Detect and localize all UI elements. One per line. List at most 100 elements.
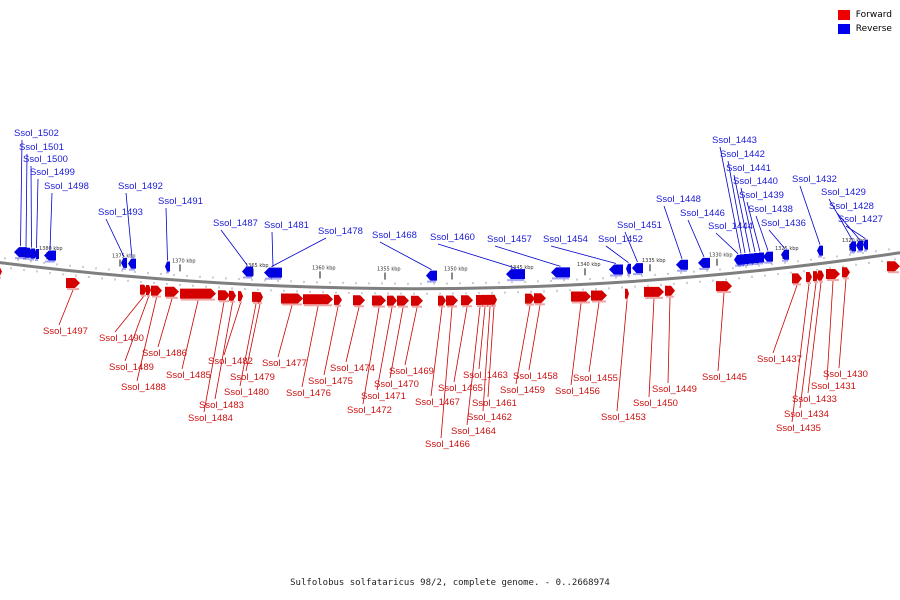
forward-gene-label: Ssol_1458	[513, 371, 558, 382]
reverse-leader-line	[746, 201, 761, 252]
gene-shadow	[717, 291, 731, 294]
forward-leader-line	[799, 283, 817, 409]
gene-features	[0, 239, 900, 308]
forward-gene-label: Ssol_1461	[472, 398, 517, 409]
reverse-leader-line	[271, 231, 274, 267]
gene-arrow	[741, 254, 749, 265]
gene-shadow	[814, 281, 818, 284]
forward-gene-label: Ssol_1455	[573, 373, 618, 384]
gene-arrow	[461, 295, 473, 306]
forward-gene-label: Ssol_1465	[438, 383, 483, 394]
forward-gene-label: Ssol_1466	[425, 439, 470, 450]
reverse-leader-line	[740, 187, 756, 253]
forward-gene-label: Ssol_1476	[286, 388, 331, 399]
reverse-gene-label: Ssol_1451	[617, 220, 662, 231]
forward-leader-line	[528, 305, 541, 371]
forward-gene-label: Ssol_1437	[757, 354, 802, 365]
forward-gene-label: Ssol_1469	[389, 366, 434, 377]
gene-arrow	[842, 267, 850, 278]
reverse-leader-line	[49, 192, 53, 250]
gene-arrow	[813, 271, 819, 282]
forward-leader-line	[717, 293, 725, 372]
gene-arrow	[817, 245, 823, 256]
gene-shadow	[864, 249, 867, 252]
gene-shadow	[258, 302, 262, 305]
gene-shadow	[645, 296, 663, 299]
gene-shadow	[141, 294, 146, 297]
forward-leader-line	[301, 306, 319, 388]
gene-shadow	[738, 264, 744, 267]
forward-leader-line	[772, 285, 798, 354]
forward-gene-label: Ssol_1430	[823, 369, 868, 380]
gene-arrow	[446, 295, 458, 306]
gene-shadow	[462, 305, 472, 308]
reverse-leader-line	[768, 229, 786, 250]
gene-shadow	[122, 267, 126, 270]
gene-shadow	[282, 303, 302, 306]
gene-arrow	[826, 268, 840, 279]
genome-backbone	[0, 251, 900, 291]
reverse-gene-label: Ssol_1438	[748, 204, 793, 215]
gene-arrow	[34, 249, 39, 260]
gene-shadow	[633, 273, 642, 276]
gene-shadow	[735, 264, 741, 267]
forward-leader-line	[376, 307, 393, 391]
gene-shadow	[610, 274, 622, 277]
scale-tick-label: 1325 kbp	[775, 246, 799, 252]
reverse-leader-line	[624, 231, 638, 263]
reverse-gene-label: Ssol_1441	[726, 163, 771, 174]
reverse-leader-line	[125, 192, 133, 258]
gene-shadow	[819, 280, 823, 283]
forward-gene-label: Ssol_1467	[415, 397, 460, 408]
forward-gene-label: Ssol_1474	[330, 363, 375, 374]
forward-leader-line	[570, 303, 582, 386]
legend: Forward Reverse	[837, 8, 892, 36]
reverse-leader-line	[605, 245, 629, 264]
gene-arrow	[334, 294, 342, 305]
gene-arrow	[257, 292, 263, 303]
gene-shadow	[482, 304, 488, 307]
gene-shadow	[888, 271, 899, 274]
gene-arrow	[165, 261, 170, 272]
scale-tick-label: 1380 kbp	[39, 246, 63, 252]
gene-shadow	[666, 295, 674, 298]
gene-arrow	[571, 291, 591, 302]
reverse-leader-line	[494, 245, 561, 267]
reverse-gene-label: Ssol_1492	[118, 181, 163, 192]
scale-tick-label: 1360 kbp	[312, 265, 336, 271]
reverse-gene-label: Ssol_1448	[656, 194, 701, 205]
scale-tick-label: 1335 kbp	[642, 258, 666, 264]
reverse-gene-label: Ssol_1468	[372, 230, 417, 241]
gene-shadow	[757, 262, 763, 265]
reverse-gene-label: Ssol_1429	[821, 187, 866, 198]
forward-gene-label: Ssol_1462	[467, 412, 512, 423]
reverse-swatch	[837, 24, 850, 34]
reverse-gene-label: Ssol_1491	[158, 196, 203, 207]
forward-gene-label: Ssol_1486	[142, 348, 187, 359]
gene-arrow	[281, 293, 303, 304]
gene-arrow	[525, 293, 535, 304]
gene-arrow	[856, 240, 863, 251]
gene-shadow	[699, 267, 709, 270]
reverse-leader-line	[687, 219, 705, 258]
gene-arrow	[229, 290, 236, 301]
gene-arrow	[28, 248, 35, 259]
gene-shadow	[807, 281, 811, 284]
gene-shadow	[354, 305, 364, 308]
forward-leader-line	[826, 280, 834, 381]
gene-shadow	[398, 305, 408, 308]
reverse-leader-line	[828, 198, 853, 241]
gene-shadow	[243, 276, 252, 279]
gene-arrow	[644, 286, 664, 297]
gene-shadow	[742, 264, 748, 267]
gene-shadow	[239, 301, 242, 304]
reverse-gene-label: Ssol_1502	[14, 128, 59, 139]
gene-arrow	[426, 270, 437, 281]
reverse-leader-line	[550, 245, 617, 264]
label-leaders	[20, 139, 866, 439]
gene-arrow	[551, 267, 570, 278]
gene-arrow	[756, 252, 764, 263]
forward-leader-line	[124, 296, 149, 362]
